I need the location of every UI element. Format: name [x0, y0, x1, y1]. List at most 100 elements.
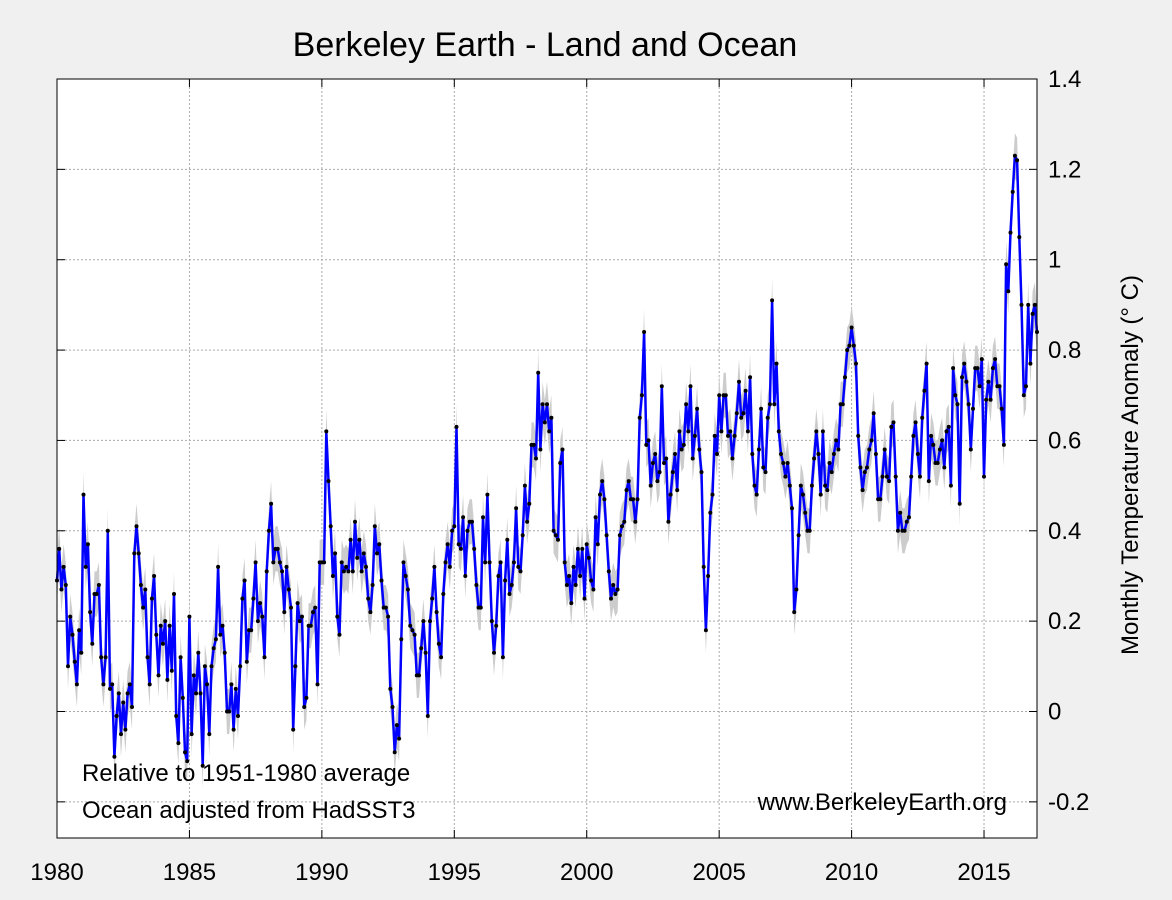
data-point [1015, 158, 1020, 163]
data-point [359, 569, 364, 574]
data-point [688, 384, 693, 389]
data-point [712, 433, 717, 438]
data-point [962, 361, 967, 366]
data-point [591, 587, 596, 592]
data-point [297, 619, 302, 624]
data-point [929, 433, 934, 438]
y-tick-label: 1.2 [1048, 156, 1081, 183]
data-point [748, 375, 753, 380]
data-point [238, 664, 243, 669]
data-point [686, 429, 691, 434]
data-point [152, 574, 157, 578]
data-point [311, 610, 315, 615]
data-point [637, 415, 642, 420]
data-point [781, 461, 786, 465]
data-point [472, 546, 477, 551]
data-point [840, 402, 845, 407]
data-point [580, 546, 585, 551]
data-point [708, 510, 713, 515]
data-point [434, 610, 439, 615]
data-point [218, 632, 223, 637]
data-point [887, 479, 892, 484]
data-point [1026, 302, 1031, 307]
data-point [394, 723, 399, 728]
data-point [761, 465, 766, 470]
data-point [361, 551, 366, 556]
data-point [752, 483, 757, 488]
data-point [1028, 361, 1033, 366]
data-point [531, 442, 536, 447]
data-point [79, 650, 84, 655]
data-point [898, 510, 903, 515]
data-point [127, 682, 132, 687]
data-point [982, 474, 986, 479]
data-point [562, 560, 567, 565]
data-point [734, 411, 739, 416]
data-point [141, 605, 146, 610]
data-point [865, 465, 869, 470]
data-point [829, 470, 834, 475]
data-point [825, 488, 830, 493]
data-point [984, 397, 989, 402]
data-point [439, 655, 444, 660]
data-point [673, 452, 677, 456]
data-point [759, 406, 764, 411]
data-point [904, 519, 909, 524]
data-point [249, 628, 254, 633]
data-point [895, 528, 900, 533]
data-point [330, 574, 335, 578]
data-point [233, 686, 238, 691]
data-point [922, 388, 927, 393]
data-point [772, 402, 777, 407]
data-point [483, 560, 488, 565]
data-point [474, 583, 479, 587]
data-point [657, 470, 662, 475]
data-point [392, 750, 397, 755]
data-point [286, 587, 291, 592]
data-point [271, 560, 276, 565]
data-point [496, 574, 501, 578]
data-point [522, 483, 527, 488]
data-point [196, 650, 201, 655]
data-point [664, 456, 669, 461]
data-point [489, 619, 494, 624]
data-point [450, 528, 455, 533]
data-point [222, 650, 227, 655]
data-point [953, 393, 958, 398]
data-point [138, 583, 143, 587]
data-point [143, 587, 148, 592]
data-point [108, 686, 112, 691]
data-point [172, 592, 176, 596]
data-point [348, 537, 353, 542]
data-point [66, 664, 70, 669]
data-point [869, 438, 874, 443]
data-point [494, 623, 499, 628]
x-tick-label: 1990 [295, 859, 348, 886]
data-point [505, 537, 510, 542]
data-point [492, 650, 496, 655]
data-point [145, 655, 150, 660]
data-point [116, 691, 121, 696]
data-point [432, 564, 437, 569]
data-point [516, 564, 521, 569]
data-point [827, 461, 832, 465]
data-point [715, 452, 719, 456]
data-point [408, 623, 413, 628]
data-point [227, 709, 232, 714]
data-point [99, 655, 104, 660]
data-point [699, 470, 704, 475]
data-point [889, 424, 894, 429]
annotation-baseline: Relative to 1951-1980 average [82, 760, 410, 787]
data-point [121, 700, 126, 705]
data-point [942, 465, 947, 470]
data-point [487, 560, 492, 565]
data-point [924, 361, 929, 366]
x-tick-label: 1995 [428, 859, 481, 886]
data-point [147, 682, 152, 687]
data-point [741, 411, 746, 416]
data-point [1008, 230, 1013, 235]
data-point [907, 515, 911, 520]
data-point [293, 664, 298, 669]
data-point [944, 429, 949, 434]
data-point [346, 569, 351, 574]
